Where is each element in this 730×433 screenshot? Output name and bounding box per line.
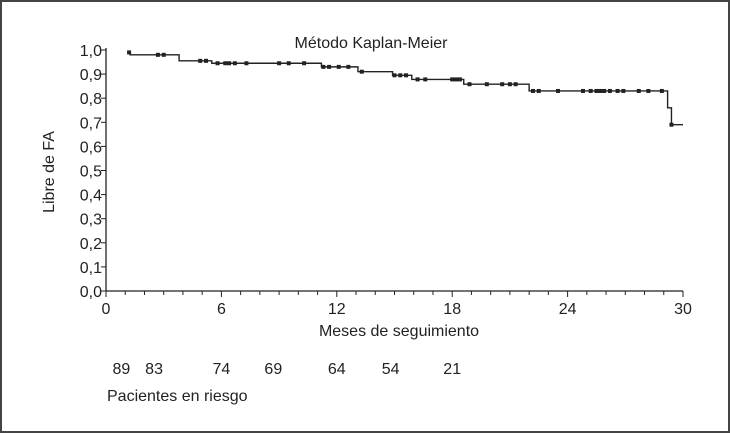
censor-mark bbox=[536, 88, 541, 93]
censor-mark bbox=[450, 77, 455, 82]
y-tick-label: 0,3 bbox=[80, 212, 102, 229]
y-tick-label: 0,4 bbox=[80, 188, 102, 205]
y-axis-label: Libre de FA bbox=[41, 131, 58, 213]
censor-mark bbox=[227, 61, 232, 66]
censor-mark bbox=[669, 122, 674, 127]
x-tick-label: 6 bbox=[217, 301, 226, 318]
y-tick-label: 0,7 bbox=[80, 115, 102, 132]
at-risk-count: 64 bbox=[328, 361, 346, 378]
censor-mark bbox=[530, 88, 535, 93]
censor-mark bbox=[404, 73, 409, 78]
censor-mark bbox=[467, 82, 472, 87]
at-risk-count: 74 bbox=[213, 361, 231, 378]
x-tick-label: 18 bbox=[443, 301, 461, 318]
censor-mark bbox=[457, 77, 462, 82]
y-tick-label: 0,5 bbox=[80, 164, 102, 181]
censor-mark bbox=[598, 88, 603, 93]
censor-mark bbox=[215, 61, 220, 66]
y-tick-label: 0,0 bbox=[80, 284, 102, 301]
censor-mark bbox=[507, 82, 512, 87]
at-risk-count: 83 bbox=[145, 361, 163, 378]
at-risk-count: 69 bbox=[264, 361, 282, 378]
at-risk-count: 54 bbox=[382, 361, 400, 378]
censor-mark bbox=[155, 52, 160, 57]
censor-mark bbox=[607, 88, 612, 93]
censor-mark bbox=[555, 88, 560, 93]
censor-mark bbox=[615, 88, 620, 93]
x-tick-label: 30 bbox=[674, 301, 692, 318]
censor-mark bbox=[580, 88, 585, 93]
censor-mark bbox=[588, 88, 593, 93]
censor-mark bbox=[500, 82, 505, 87]
y-tick-label: 0,1 bbox=[80, 260, 102, 277]
censor-mark bbox=[127, 50, 132, 55]
censor-mark bbox=[594, 88, 599, 93]
censor-mark bbox=[232, 61, 237, 66]
censor-mark bbox=[204, 58, 209, 63]
censor-mark bbox=[454, 77, 459, 82]
censor-mark bbox=[302, 61, 307, 66]
x-axis-label: Meses de seguimiento bbox=[319, 323, 479, 340]
censor-mark bbox=[244, 61, 249, 66]
censor-mark bbox=[327, 64, 332, 69]
at-risk-count: 89 bbox=[112, 361, 130, 378]
censor-mark bbox=[484, 82, 489, 87]
censor-mark bbox=[359, 69, 364, 74]
censor-mark bbox=[423, 77, 428, 82]
censor-mark bbox=[277, 61, 282, 66]
censor-mark bbox=[415, 77, 420, 82]
censor-mark bbox=[392, 73, 397, 78]
censor-mark bbox=[161, 52, 166, 57]
censor-mark bbox=[621, 88, 626, 93]
at-risk-label: Pacientes en riesgo bbox=[107, 388, 248, 405]
censor-mark bbox=[336, 64, 341, 69]
y-tick-label: 0,6 bbox=[80, 139, 102, 156]
y-tick-label: 1,0 bbox=[80, 43, 102, 60]
censor-mark bbox=[513, 82, 518, 87]
y-tick-label: 0,9 bbox=[80, 67, 102, 84]
at-risk-count: 21 bbox=[443, 361, 461, 378]
y-tick-label: 0,8 bbox=[80, 91, 102, 108]
censor-mark bbox=[346, 64, 351, 69]
x-tick-label: 12 bbox=[328, 301, 346, 318]
censor-mark bbox=[659, 88, 664, 93]
censor-mark bbox=[223, 61, 228, 66]
y-tick-label: 0,2 bbox=[80, 236, 102, 253]
censor-mark bbox=[398, 73, 403, 78]
x-tick-label: 0 bbox=[102, 301, 111, 318]
censor-mark bbox=[321, 64, 326, 69]
censor-mark bbox=[646, 88, 651, 93]
censor-mark bbox=[286, 61, 291, 66]
x-tick-label: 24 bbox=[559, 301, 577, 318]
survival-curve bbox=[129, 51, 683, 126]
censor-mark bbox=[602, 88, 607, 93]
chart-title: Método Kaplan-Meier bbox=[295, 35, 449, 52]
censor-mark bbox=[198, 58, 203, 63]
censor-mark bbox=[636, 88, 641, 93]
